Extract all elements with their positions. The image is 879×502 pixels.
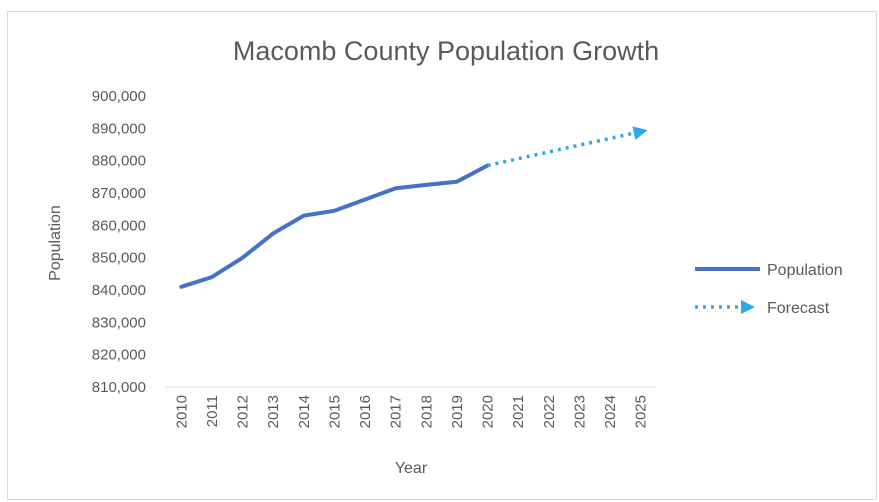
y-tick-label: 890,000 (92, 120, 146, 137)
series-lines (179, 126, 648, 289)
x-tick-label: 2013 (265, 395, 282, 428)
chart-title: Macomb County Population Growth (233, 36, 659, 66)
legend: Population Forecast (695, 262, 843, 317)
y-tick-label: 820,000 (92, 347, 146, 364)
y-tick-label: 840,000 (92, 282, 146, 299)
y-tick-label: 860,000 (92, 217, 146, 234)
x-tick-label: 2023 (571, 395, 588, 428)
x-tick-label: 2015 (326, 395, 343, 428)
x-tick-labels: 2010 2011 2012 2013 2014 2015 2016 2017 2018 2019… (173, 395, 649, 428)
y-tick-label: 810,000 (92, 379, 146, 396)
x-tick-label: 2011 (204, 395, 221, 427)
legend-forecast-label: Forecast (767, 300, 830, 317)
x-tick-label: 2021 (510, 395, 527, 428)
legend-population-label: Population (767, 262, 843, 279)
chart-frame (7, 11, 877, 500)
y-tick-labels: 810,000 820,000 830,000 840,000 850,000 860,0… (92, 88, 146, 396)
x-tick-label: 2024 (602, 395, 619, 428)
y-tick-label: 880,000 (92, 153, 146, 170)
y-tick-label: 850,000 (92, 250, 146, 267)
y-tick-label: 870,000 (92, 185, 146, 202)
x-tick-label: 2010 (173, 395, 190, 428)
x-tick-label: 2025 (633, 395, 650, 428)
y-tick-label: 830,000 (92, 314, 146, 331)
forecast-line (487, 126, 648, 168)
x-tick-label: 2016 (357, 395, 374, 428)
x-tick-label: 2014 (296, 395, 313, 428)
x-tick-label: 2022 (541, 395, 558, 428)
y-axis-label: Population (47, 205, 64, 281)
x-tick-label: 2018 (418, 395, 435, 428)
population-line (179, 163, 490, 289)
x-axis-label: Year (395, 460, 428, 477)
x-tick-label: 2012 (235, 395, 252, 428)
x-tick-label: 2020 (480, 395, 497, 428)
x-tick-label: 2019 (449, 395, 466, 428)
x-tick-label: 2017 (388, 395, 405, 428)
y-tick-label: 900,000 (92, 88, 146, 105)
